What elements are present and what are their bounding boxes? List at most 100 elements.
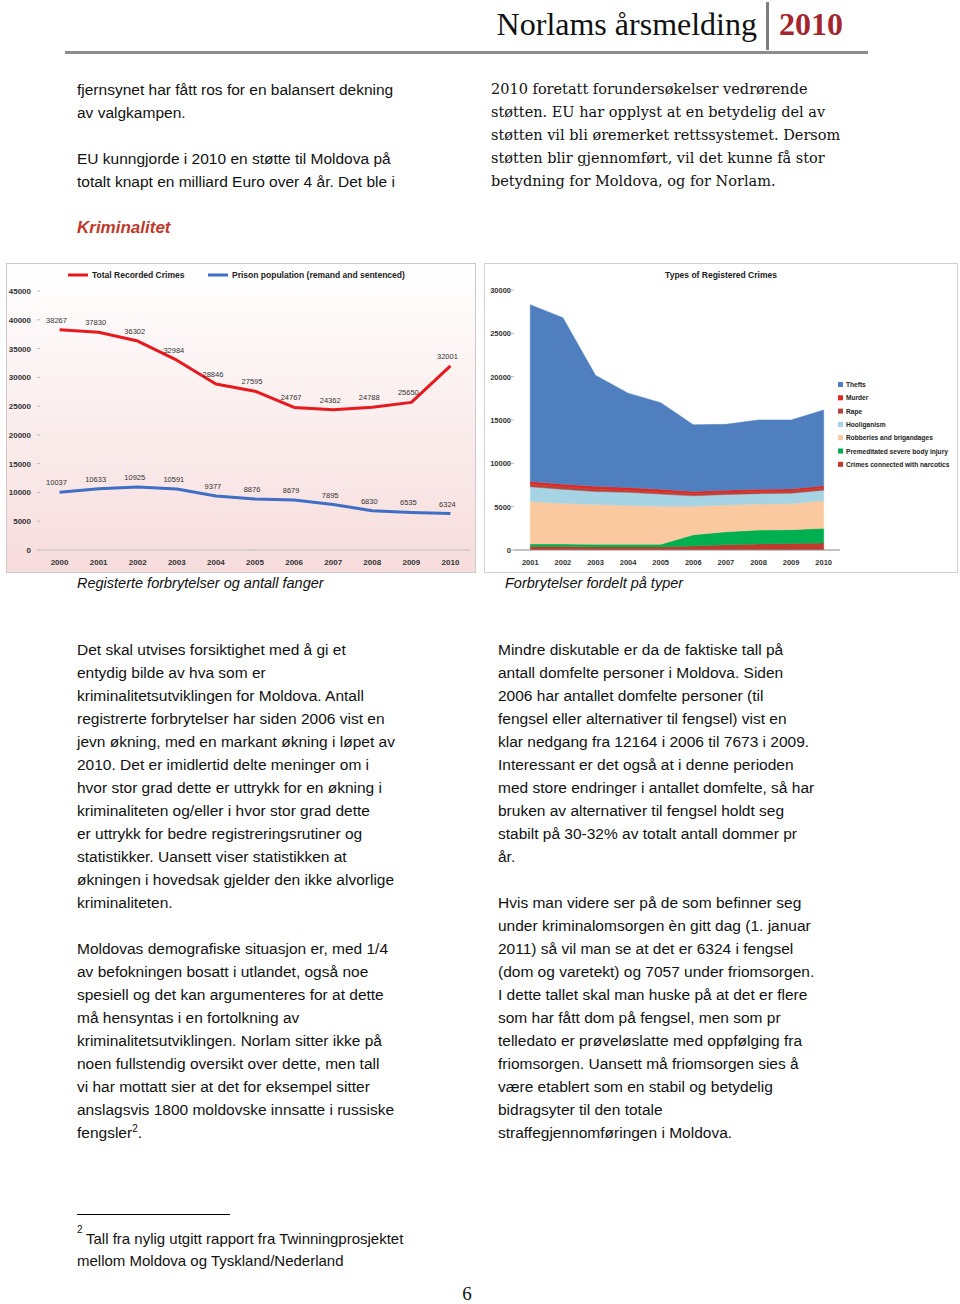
text-line: fengsel eller alternativer til fengsel) … (498, 708, 787, 730)
tick-label: 2000 (51, 558, 69, 567)
tick-mark (37, 521, 40, 522)
tick-label: 40000 (9, 316, 32, 325)
tick-mark (511, 333, 514, 334)
text-line: klar nedgang fra 12164 i 2006 til 7673 i… (498, 731, 809, 753)
data-label: 36302 (124, 327, 145, 336)
caption: Forbrytelser fordelt på typer (505, 573, 683, 593)
footnote-line: Tall fra nylig utgitt rapport fra Twinni… (86, 1229, 403, 1249)
text-line: 2006 har antallet domfelte personer (til (498, 685, 763, 707)
data-label: 37830 (85, 318, 106, 327)
text-line: 2010 foretatt forundersøkelser vedrørend… (491, 78, 808, 100)
chart-line: 0500010000150002000025000300003500040000… (6, 263, 476, 573)
tick-label: 10000 (490, 459, 511, 468)
text-line: støtten blir gjennomført, vil det kunne … (491, 147, 825, 169)
data-label: 6324 (439, 500, 456, 509)
legend-swatch (838, 462, 843, 467)
tick-label: 2001 (90, 558, 108, 567)
text-line: fjernsynet har fått ros for en balansert… (77, 79, 393, 101)
tick-mark (511, 420, 514, 421)
tick-mark (511, 376, 514, 377)
data-label: 25650 (398, 388, 419, 397)
tick-label: 2003 (168, 558, 186, 567)
data-label: 6830 (361, 497, 378, 506)
tick-label: 30000 (9, 373, 32, 382)
tick-label: 45000 (9, 287, 32, 296)
tick-label: 0 (507, 546, 511, 555)
text-line: registrerte forbrytelser har siden 2006 … (77, 708, 385, 730)
tick-label: 2007 (324, 558, 342, 567)
legend-swatch (68, 274, 88, 277)
text-line: (dom og varetekt) og 7057 under friomsor… (498, 961, 814, 983)
text-line: friomsorgen. Uansett må friomsorgen sies… (498, 1053, 799, 1075)
legend-label: Hooliganism (846, 421, 886, 429)
text-line: er uttrykk for bedre registreringsrutine… (77, 823, 362, 845)
tick-label: 0 (27, 546, 32, 555)
data-label: 32001 (437, 352, 458, 361)
text-line: stabilt på 30-32% av totalt antall domme… (498, 823, 797, 845)
chart-area: Types of Registered Crimes05000100001500… (484, 263, 958, 573)
data-label: 24362 (320, 396, 341, 405)
tick-mark (37, 492, 40, 493)
text-line: EU kunngjorde i 2010 en støtte til Moldo… (77, 148, 391, 170)
text-line: kriminaliteten og/eller i hvor stor grad… (77, 800, 370, 822)
tick-label: 2008 (750, 558, 767, 567)
text-line: år. (498, 846, 515, 868)
legend-swatch (838, 435, 843, 440)
tick-label: 2010 (815, 558, 832, 567)
text-line: 2010. Det er imidlertid delte meninger o… (77, 754, 369, 776)
text-line: må hensyntas i en fortolkning av (77, 1007, 299, 1029)
tick-label: 20000 (9, 431, 32, 440)
page-number: 6 (447, 1283, 487, 1304)
legend-label: Prison population (remand and sentenced) (232, 270, 405, 280)
tick-label: 25000 (9, 402, 32, 411)
legend-label: Premeditated severe body injury (846, 448, 948, 456)
tick-mark (37, 348, 40, 349)
text-line: vi har mottatt sier at det for eksempel … (77, 1076, 370, 1098)
data-label: 7895 (322, 491, 339, 500)
tick-label: 2008 (363, 558, 381, 567)
text-line: 2011) så vil man se at det er 6324 i fen… (498, 938, 793, 960)
page: Norlams årsmelding 2010 fjernsynet har fåt… (0, 0, 960, 1304)
legend-label: Thefts (846, 381, 866, 388)
data-label: 10633 (85, 475, 106, 484)
legend-swatch (838, 449, 843, 454)
text-line: økningen i hovedsak gjelder den ikke alv… (77, 869, 394, 891)
plot-area (60, 330, 451, 514)
header-divider (766, 2, 769, 50)
text-line: av valgkampen. (77, 102, 186, 124)
tick-label: 2010 (442, 558, 460, 567)
text-line: entydig bilde av hva som er (77, 662, 266, 684)
text-line: kriminaliteten. (77, 892, 173, 914)
legend-label: Total Recorded Crimes (92, 270, 185, 280)
tick-label: 2006 (285, 558, 303, 567)
legend-label: Robberies and brigandages (846, 434, 933, 442)
tick-label: 2006 (685, 558, 702, 567)
text-line: Mindre diskutable er da de faktiske tall… (498, 639, 783, 661)
x-axis (514, 550, 840, 551)
text-line: bidragsyter til den totale (498, 1099, 663, 1121)
tick-label: 20000 (490, 373, 511, 382)
tick-mark (37, 550, 40, 551)
tick-label: 30000 (490, 286, 511, 295)
tick-label: 2004 (620, 558, 638, 567)
data-label: 10037 (46, 478, 67, 487)
text-line: kriminalitetsutviklingen for Moldova. An… (77, 685, 364, 707)
text-line: under kriminalomsorgen èn gitt dag (1. j… (498, 915, 811, 937)
data-label: 6535 (400, 498, 417, 507)
header-year: 2010 (779, 4, 843, 44)
text-line: Hvis man videre ser på de som befinner s… (498, 892, 801, 914)
plot-area (530, 305, 823, 550)
data-label: 9377 (205, 482, 222, 491)
text-line: I dette tallet skal man huske på at det … (498, 984, 807, 1006)
tick-mark (511, 550, 514, 551)
header-title: Norlams årsmelding (497, 4, 757, 44)
footnote-line: mellom Moldova og Tyskland/Nederland (77, 1251, 344, 1271)
tick-mark (37, 377, 40, 378)
text-run: . (138, 1124, 142, 1141)
tick-label: 2003 (587, 558, 604, 567)
chart-background (7, 264, 476, 573)
text-line: spesiell og det kan argumenteres for at … (77, 984, 384, 1006)
legend-swatch (838, 409, 843, 414)
text-line: være etablert som en stabil og betydelig (498, 1076, 773, 1098)
tick-label: 5000 (494, 503, 511, 512)
